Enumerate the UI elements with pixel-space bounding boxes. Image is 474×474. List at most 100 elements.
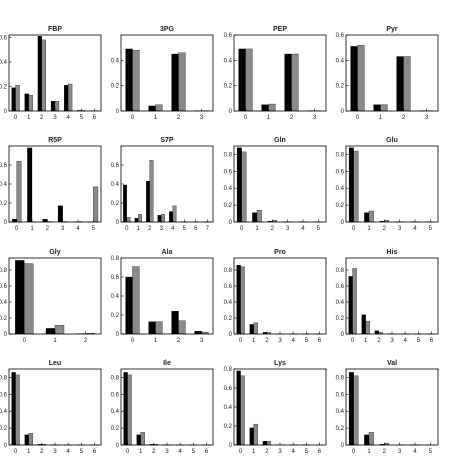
x-tick-label: 1	[379, 115, 383, 121]
bar-series-a	[361, 314, 366, 335]
x-tick-label: 1	[139, 449, 143, 455]
y-tick-label: 0.6	[224, 284, 233, 290]
panel-title: Glu	[386, 137, 398, 144]
y-tick-label: 0.8	[0, 375, 8, 381]
x-tick-label: 1	[154, 115, 158, 121]
y-tick-label: 0	[116, 109, 120, 115]
panel-r5p: R5P 0 0.2 0.4 0.6 0 1 2 3 4 5	[0, 137, 102, 232]
y-tick-label: 0.8	[336, 268, 345, 274]
x-tick-label: 4	[301, 226, 305, 232]
bar-series-a	[11, 87, 16, 112]
y-tick-label: 0	[4, 443, 8, 449]
panel-title: Lys	[274, 360, 286, 367]
x-tick-label: 5	[305, 449, 309, 455]
panel-title: Pro	[274, 249, 286, 256]
x-tick-label: 4	[66, 115, 70, 121]
bar-series-a	[146, 180, 150, 223]
bar-series-a	[364, 212, 370, 223]
y-tick-label: 0.4	[336, 58, 345, 64]
x-tick-label: 3	[398, 226, 402, 232]
x-tick-label: 3	[425, 115, 429, 121]
y-tick-label: 0.4	[224, 186, 233, 192]
bar-series-b	[240, 375, 245, 446]
panel-his: His 0 0.2 0.4 0.6 0.8 0 1 2 3 4 5 6	[336, 249, 439, 344]
panel-title: Gln	[274, 137, 286, 144]
x-tick-label: 0	[356, 115, 360, 121]
bar-series-b	[357, 44, 365, 112]
x-tick-label: 3	[200, 115, 204, 121]
x-tick-label: 5	[192, 449, 196, 455]
y-tick-label: 0	[341, 332, 345, 338]
y-tick-label: 0.6	[336, 33, 345, 39]
panel-fbp: FBP 0 0.2 0.4 0.6 0 1 2 3 4 5 6	[0, 26, 102, 121]
panel-pep: PEP 0 0.2 0.4 0.6 0 1 2 3	[224, 26, 327, 121]
bar-series-b	[155, 321, 163, 335]
x-tick-label: 0	[14, 115, 18, 121]
bar-series-a	[125, 48, 133, 112]
x-tick-label: 2	[377, 338, 381, 344]
axes-frame	[8, 34, 102, 112]
x-tick-label: 3	[53, 449, 57, 455]
panel-pro: Pro 0 0.2 0.4 0.6 0.8 0 1 2 3 4 5 6	[224, 249, 327, 344]
x-tick-label: 4	[291, 449, 295, 455]
x-tick-label: 1	[255, 226, 259, 232]
panel-ala: Ala 0 0.2 0.4 0.6 0.8 0 1 2 3	[111, 249, 214, 344]
y-tick-label: 0	[341, 443, 345, 449]
bar-series-a	[284, 53, 292, 112]
bar-series-b	[126, 217, 131, 223]
axes-frame	[345, 368, 439, 446]
bar-series-b	[253, 322, 258, 335]
bar-series-b	[15, 85, 20, 112]
x-tick-label: 1	[30, 226, 34, 232]
x-tick-label: 3	[160, 226, 164, 232]
axes-frame	[345, 257, 439, 335]
bar-series-a	[348, 147, 354, 223]
bar-series-a	[252, 212, 258, 223]
y-tick-label: 0.2	[0, 426, 8, 432]
panel-title: 3PG	[160, 26, 175, 33]
bar-series-b	[245, 48, 253, 112]
bar-series-a	[123, 184, 127, 223]
x-tick-label: 0	[244, 115, 248, 121]
x-tick-label: 0	[126, 449, 130, 455]
bar-series-b	[132, 50, 140, 112]
y-tick-label: 0.2	[336, 203, 345, 209]
x-tick-label: 2	[290, 115, 294, 121]
x-tick-label: 4	[413, 449, 417, 455]
x-tick-label: 2	[271, 226, 275, 232]
bar-series-b	[241, 151, 247, 223]
x-tick-label: 0	[239, 449, 243, 455]
y-tick-label: 0	[4, 332, 8, 338]
y-tick-label: 0.4	[0, 60, 8, 66]
bar-series-a	[350, 46, 358, 112]
bar-series-b	[172, 205, 177, 223]
x-tick-label: 6	[93, 115, 97, 121]
bar-series-b	[368, 432, 374, 446]
x-tick-label: 1	[252, 338, 256, 344]
bar-series-a	[27, 147, 33, 223]
x-tick-label: 4	[291, 338, 295, 344]
y-tick-label: 0.2	[336, 316, 345, 322]
bar-series-a	[157, 215, 162, 223]
bar-series-a	[148, 321, 156, 335]
axes-frame	[8, 368, 102, 446]
bar-series-a	[11, 372, 16, 446]
y-tick-label: 0.2	[111, 313, 120, 319]
y-tick-label: 0.6	[336, 169, 345, 175]
bar-series-a	[261, 104, 269, 112]
bar-series-b	[403, 56, 411, 112]
panel-title: Pyr	[386, 26, 398, 33]
bar-series-b	[93, 186, 99, 223]
y-tick-label: 0.8	[224, 268, 233, 274]
x-tick-label: 5	[305, 338, 309, 344]
bar-series-a	[364, 434, 370, 446]
y-tick-label: 0.4	[111, 409, 120, 415]
panel-title: Gly	[49, 249, 60, 256]
y-tick-label: 0	[229, 443, 233, 449]
x-tick-label: 6	[205, 449, 209, 455]
x-tick-label: 3	[53, 115, 57, 121]
y-tick-label: 0.6	[0, 284, 8, 290]
bar-series-b	[268, 103, 276, 112]
x-tick-label: 6	[93, 449, 97, 455]
panel-title: Ile	[163, 360, 171, 367]
